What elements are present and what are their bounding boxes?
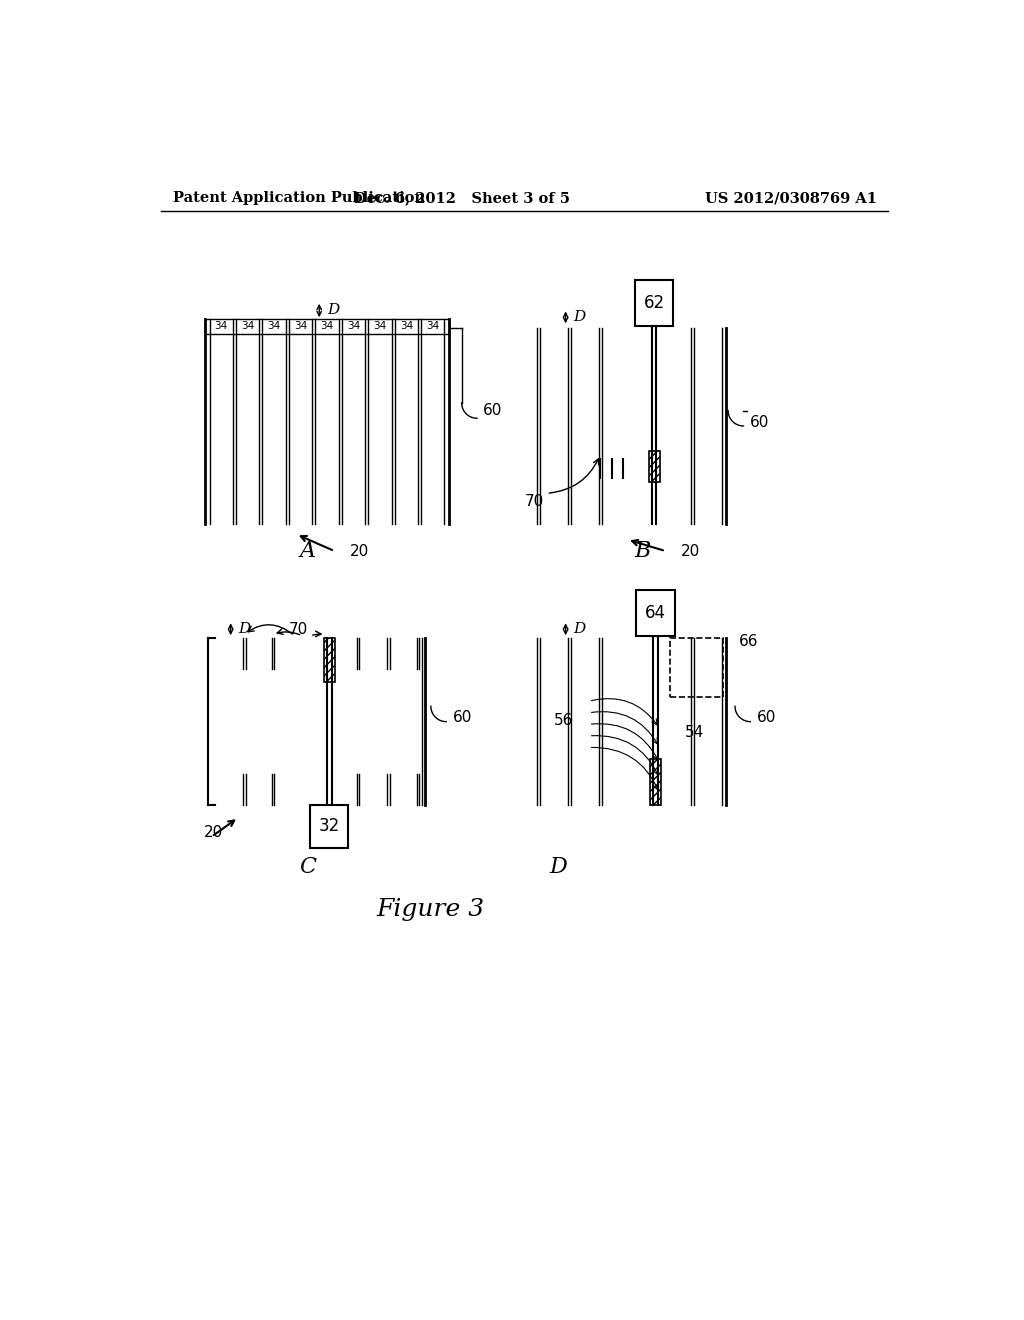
Text: D: D [573,310,586,325]
Text: 64: 64 [645,603,667,622]
Bar [670,638,724,697]
Text: 70: 70 [525,494,545,508]
Bar [310,805,348,847]
Text: 60: 60 [453,710,472,725]
Text: B: B [635,540,651,562]
Text: 34: 34 [426,321,439,331]
Bar [649,451,659,482]
Text: C: C [299,855,316,878]
Bar [650,759,662,805]
Text: 20: 20 [350,544,370,558]
Text: 34: 34 [214,321,227,331]
Text: 20: 20 [681,544,700,558]
Bar [324,638,335,682]
Text: 66: 66 [739,635,759,649]
Text: 34: 34 [321,321,334,331]
Text: 34: 34 [347,321,360,331]
Text: 32: 32 [318,817,340,836]
Text: US 2012/0308769 A1: US 2012/0308769 A1 [706,191,878,206]
Text: D: D [549,855,567,878]
Bar [205,318,449,334]
Text: 60: 60 [757,710,776,725]
Text: 70: 70 [289,622,308,638]
Text: 34: 34 [374,321,387,331]
Text: 60: 60 [750,414,769,429]
Text: A: A [300,540,315,562]
Text: 20: 20 [204,825,223,841]
Text: Patent Application Publication: Patent Application Publication [173,191,425,206]
Text: D: D [327,304,339,318]
Text: 54: 54 [685,725,705,739]
Text: 34: 34 [241,321,254,331]
Text: 56: 56 [554,713,573,729]
Text: 34: 34 [267,321,281,331]
Text: D: D [573,622,586,636]
Text: 34: 34 [399,321,413,331]
Bar [635,280,674,326]
Text: Dec. 6, 2012   Sheet 3 of 5: Dec. 6, 2012 Sheet 3 of 5 [353,191,569,206]
Text: 62: 62 [644,294,665,312]
Text: Figure 3: Figure 3 [377,898,485,920]
Text: D: D [239,622,251,636]
Bar [637,590,675,636]
Text: 34: 34 [294,321,307,331]
Text: 60: 60 [483,403,503,418]
